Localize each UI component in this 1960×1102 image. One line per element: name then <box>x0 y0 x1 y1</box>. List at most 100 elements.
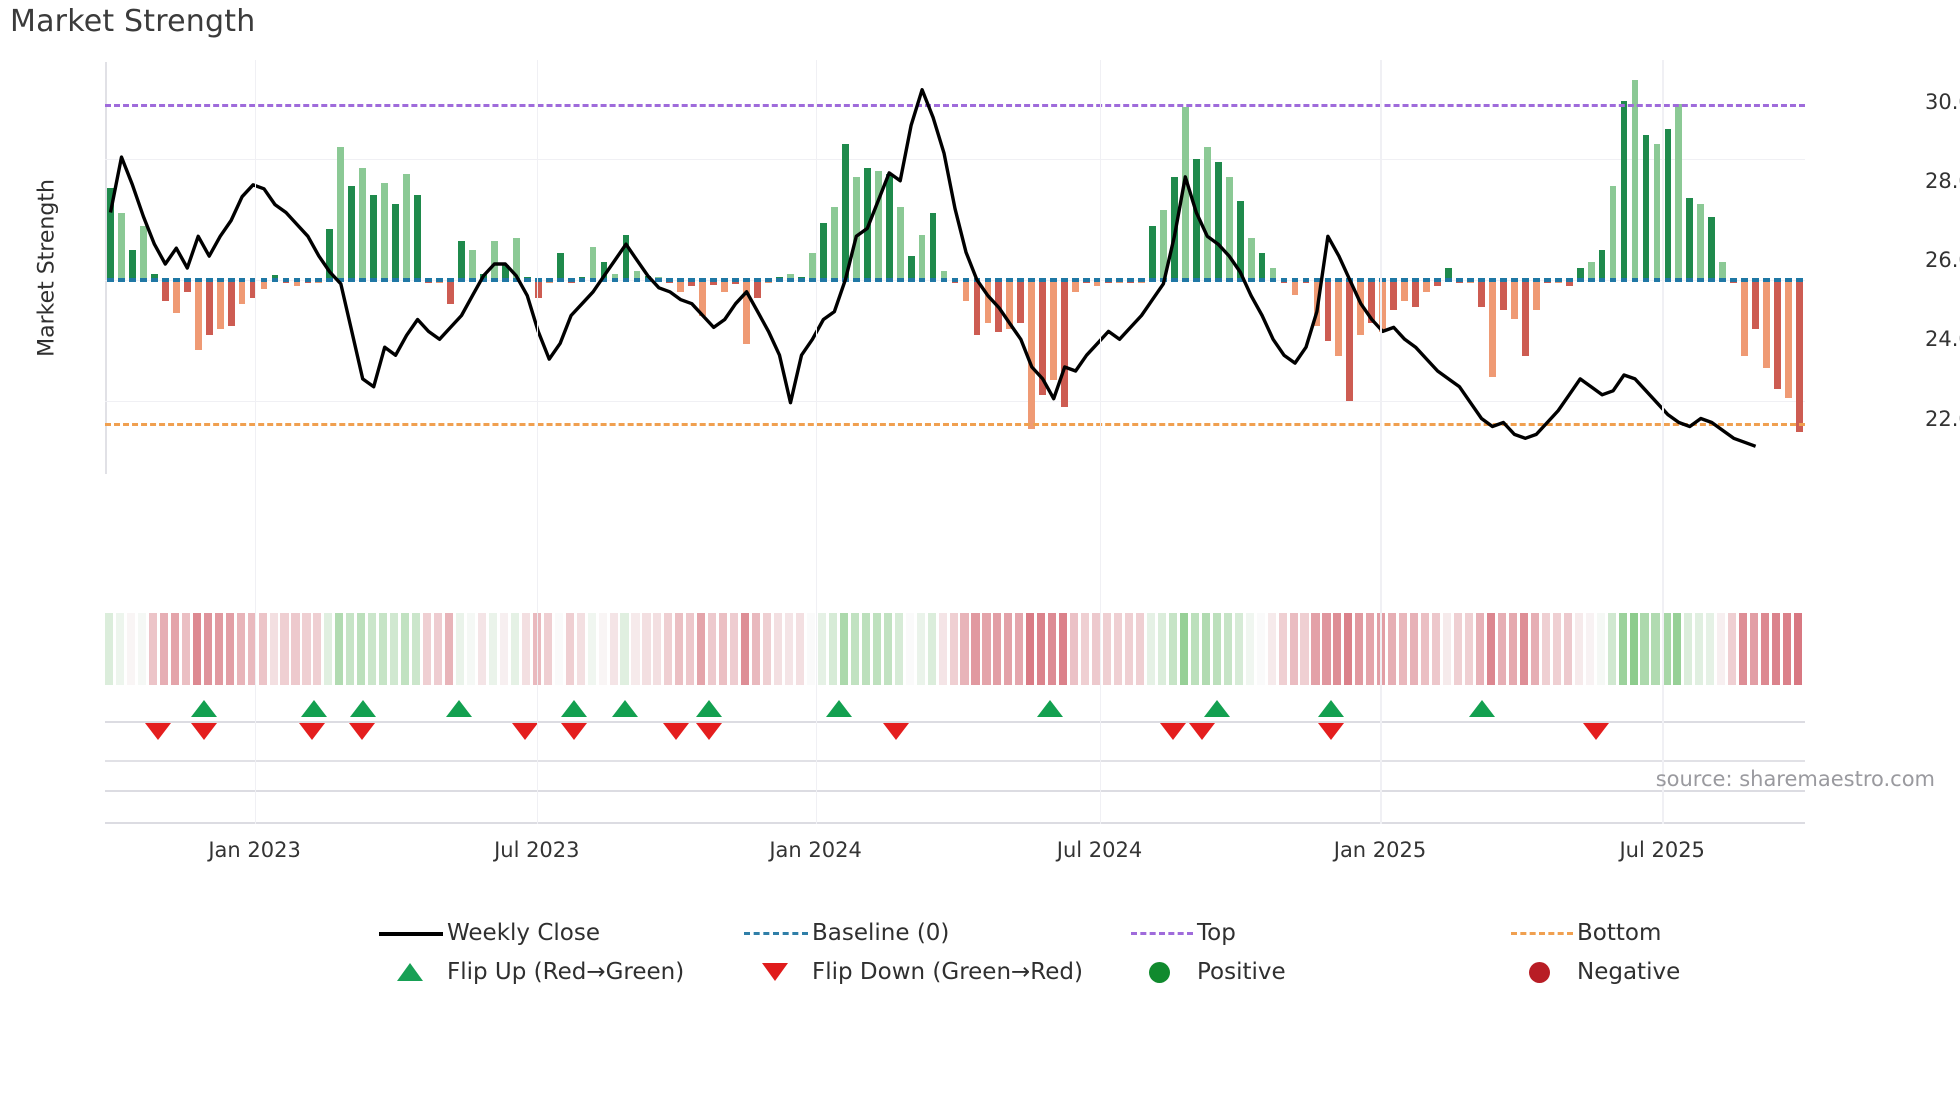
heat-strip-cell <box>850 613 859 685</box>
lower-divider-1 <box>105 760 1805 762</box>
baseline-dash <box>1170 278 1178 283</box>
flip-up-marker-icon <box>695 700 722 717</box>
heat-strip-cell <box>181 613 190 685</box>
heat-strip-cell <box>839 613 848 685</box>
strength-bar <box>1719 261 1727 281</box>
baseline-dash <box>776 278 783 283</box>
baseline-dash <box>1785 278 1792 283</box>
heat-strip-cell <box>159 613 168 685</box>
legend-item[interactable]: Weekly Close <box>375 920 600 946</box>
baseline-dash <box>567 278 575 283</box>
solid-black-line-icon <box>375 920 447 946</box>
strength-bar <box>962 280 970 302</box>
dashed-blue-line-icon <box>740 920 812 946</box>
right-axis-tick-label: 24.00 <box>1925 327 1960 352</box>
baseline-dash <box>918 278 926 283</box>
strength-bar <box>743 280 750 344</box>
heat-strip-cell <box>631 613 640 685</box>
strength-bar <box>918 234 926 281</box>
strength-bar <box>238 280 246 305</box>
heat-strip-cell <box>423 613 432 685</box>
baseline-dash <box>556 278 564 283</box>
heat-strip-cell <box>1432 613 1441 685</box>
heat-strip-cell <box>1530 613 1539 685</box>
strength-bar <box>973 280 981 335</box>
baseline-dash <box>118 278 125 283</box>
legend-item[interactable]: Top <box>1125 920 1236 946</box>
x-tick-gridline <box>1380 60 1382 824</box>
legend-row-1: Weekly Close Baseline (0) Top Bottom <box>0 920 1960 959</box>
heat-strip-cell <box>488 613 497 685</box>
baseline-dash <box>1489 278 1496 283</box>
heat-strip-cell <box>126 613 136 685</box>
baseline-dash <box>1357 278 1365 283</box>
baseline-dash <box>1203 278 1211 283</box>
baseline-dash <box>655 278 663 283</box>
heat-strip-cell <box>806 613 816 685</box>
strength-bar <box>885 174 893 281</box>
baseline-dash <box>381 278 389 283</box>
heat-strip-cell <box>170 613 179 685</box>
heat-strip-cell <box>1783 613 1792 685</box>
baseline-dash <box>1247 278 1255 283</box>
baseline-dash <box>315 278 323 283</box>
strength-bar <box>348 186 356 281</box>
legend-item[interactable]: Flip Down (Green→Red) <box>740 959 1083 985</box>
baseline-dash <box>282 278 290 283</box>
baseline-dash <box>150 278 158 283</box>
baseline-dash <box>1796 278 1803 283</box>
legend-item[interactable]: Baseline (0) <box>740 920 949 946</box>
flip-up-marker-icon <box>301 700 328 717</box>
right-axis-tick-label: 26.00 <box>1925 248 1960 273</box>
baseline-dash <box>183 278 191 283</box>
baseline-dash <box>1719 278 1727 283</box>
heat-strip-cell <box>675 613 684 685</box>
heat-strip-cell <box>1037 613 1046 685</box>
strength-bar <box>622 234 630 281</box>
strength-bar <box>754 280 761 299</box>
heat-strip-cell <box>795 613 805 685</box>
right-axis-tick-label: 28.00 <box>1925 168 1960 193</box>
strength-bar <box>1631 80 1639 281</box>
strength-bar <box>721 280 729 293</box>
flip-up-marker-icon <box>445 700 472 717</box>
baseline-dash <box>1642 278 1650 283</box>
strength-bar <box>403 174 410 281</box>
heat-strip-cell <box>916 613 925 685</box>
heat-strip-cell <box>1640 613 1649 685</box>
baseline-dash <box>205 278 213 283</box>
heat-strip-cell <box>1475 613 1485 685</box>
baseline-dash <box>1105 278 1112 283</box>
strength-bar <box>1412 280 1420 308</box>
strength-bar <box>150 274 158 281</box>
heat-strip-cell <box>1146 613 1156 685</box>
heat-strip-cell <box>1465 613 1474 685</box>
baseline-dash <box>1598 278 1606 283</box>
heat-strip-cell <box>1574 613 1583 685</box>
strength-bar <box>688 280 696 287</box>
heat-strip-cell <box>1114 613 1123 685</box>
strength-bar <box>1752 280 1760 329</box>
baseline-dash <box>1664 278 1672 283</box>
heat-strip-cell <box>1004 613 1013 685</box>
legend-item[interactable]: Negative <box>1505 959 1680 985</box>
heat-strip-cell <box>1508 613 1517 685</box>
baseline-dash <box>1499 278 1507 283</box>
strength-bar <box>556 252 564 281</box>
heat-strip-cell <box>148 613 157 685</box>
page-title: Market Strength <box>10 4 256 39</box>
baseline-dash <box>732 278 740 283</box>
x-axis-tick-label: Jan 2025 <box>1333 838 1427 862</box>
baseline-dash <box>1280 278 1288 283</box>
legend-item[interactable]: Positive <box>1125 959 1286 985</box>
heat-strip-cell <box>993 613 1002 685</box>
baseline-dash <box>1510 278 1518 283</box>
baseline-dash <box>984 278 992 283</box>
baseline-dash <box>1445 278 1452 283</box>
legend-item[interactable]: Flip Up (Red→Green) <box>375 959 684 985</box>
weekly-close-line <box>108 88 1757 448</box>
baseline-dash <box>1631 278 1639 283</box>
legend-item[interactable]: Bottom <box>1505 920 1661 946</box>
baseline-dash <box>962 278 970 283</box>
heat-strip-cell <box>1070 613 1079 685</box>
